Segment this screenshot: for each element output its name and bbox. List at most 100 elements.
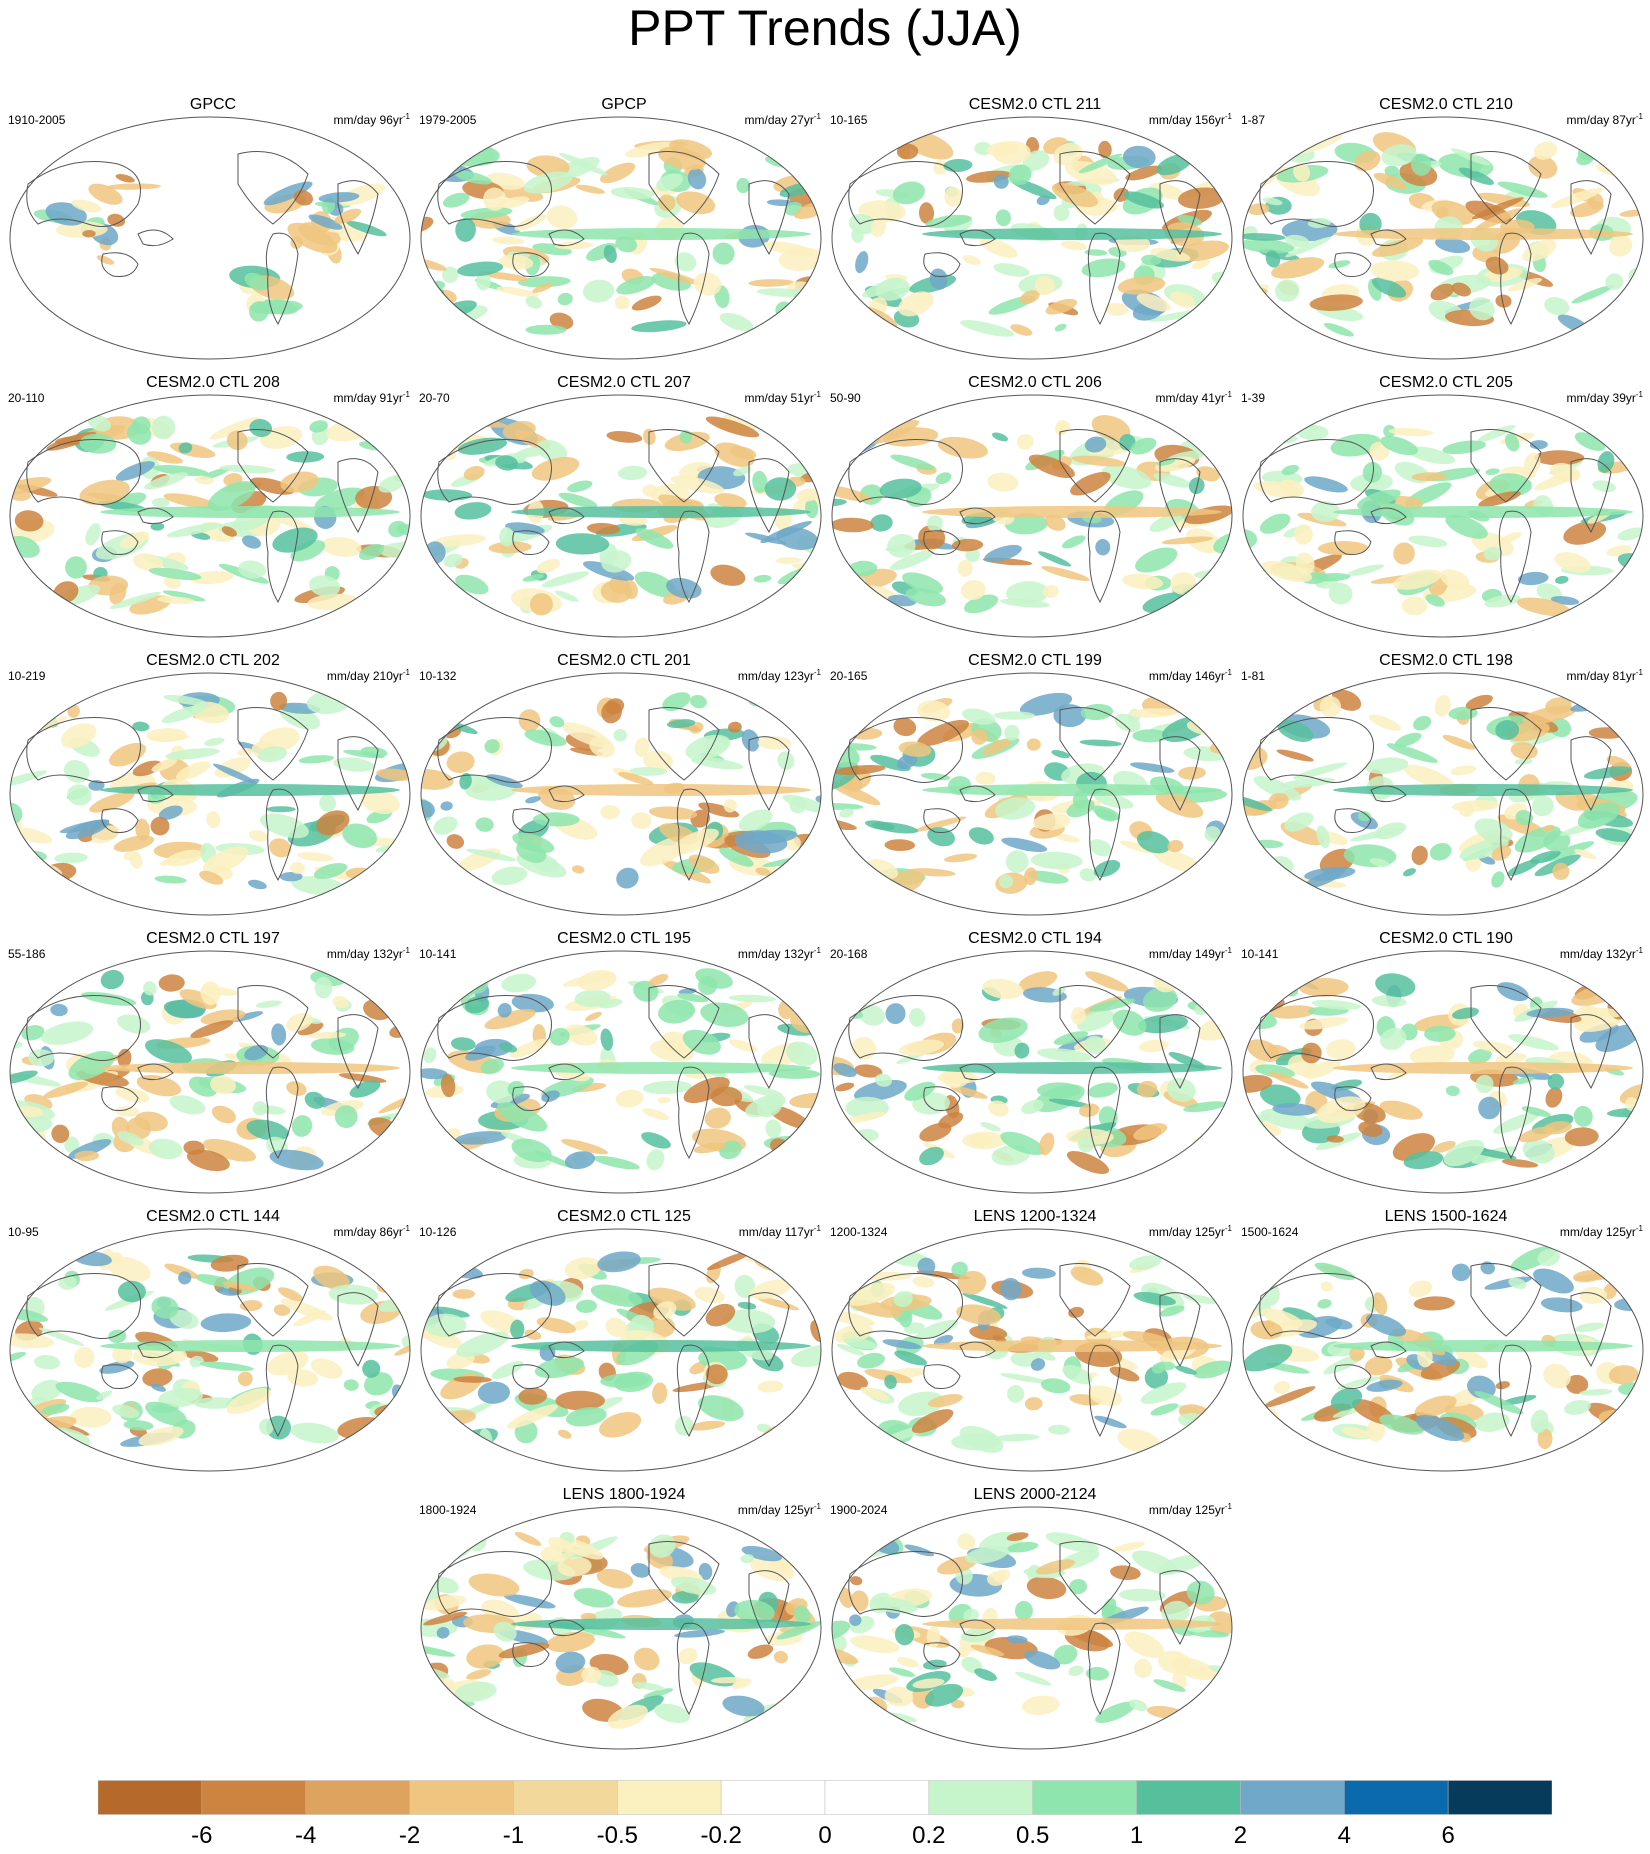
colorbar-swatch: [1032, 1780, 1137, 1815]
coastline: [648, 429, 720, 503]
trend-patch: [532, 282, 554, 293]
trend-patch: [1564, 1127, 1599, 1147]
world-map: [831, 1506, 1233, 1750]
trend-patch: [480, 1058, 505, 1075]
trend-patch: [507, 1080, 525, 1097]
trend-patch: [1006, 1532, 1029, 1541]
panel-units-text: mm/day 125yr: [737, 1503, 814, 1517]
coastline: [848, 439, 963, 505]
trend-patch: [549, 1027, 570, 1046]
trend-patch: [148, 567, 202, 581]
panel-units-exponent: -1: [1224, 1502, 1232, 1511]
colorbar-tick-label: -2: [398, 1822, 421, 1849]
trend-patch: [849, 1614, 862, 1626]
trend-patch: [1117, 276, 1166, 295]
colorbar-swatch: [824, 1780, 930, 1815]
trend-patch: [1491, 871, 1505, 888]
trend-patch: [869, 420, 920, 444]
coastline: [437, 439, 552, 505]
trend-patch: [832, 484, 873, 502]
trend-patch: [1428, 259, 1454, 276]
trend-patch: [498, 1042, 518, 1053]
panel-title: CESM2.0 CTL 199: [968, 652, 1102, 669]
trend-patch: [321, 536, 362, 557]
trend-patch: [791, 163, 821, 176]
trend-patch: [832, 1620, 851, 1642]
trend-patch: [10, 595, 37, 614]
panel-units-text: mm/day 156yr: [1148, 113, 1225, 127]
coastline: [1259, 161, 1374, 227]
trend-patch: [832, 803, 864, 810]
trend-patch: [422, 1595, 466, 1611]
trend-patch: [832, 969, 873, 997]
trend-patch: [882, 1339, 922, 1350]
coastline: [1159, 1292, 1201, 1368]
trend-patch: [1565, 1374, 1589, 1394]
coastline: [959, 1619, 996, 1637]
trend-patch: [576, 1299, 597, 1313]
trend-patch: [1087, 1082, 1119, 1098]
panel-period: 20-110: [8, 391, 45, 405]
trend-patch: [993, 263, 1030, 277]
trend-patch: [238, 560, 266, 579]
panel-units-text: mm/day 132yr: [737, 947, 814, 961]
trend-patch: [1084, 436, 1107, 453]
colorbar-swatch: [1136, 1780, 1241, 1815]
trend-patch: [1403, 764, 1455, 790]
trend-patch: [1309, 294, 1363, 311]
world-map: [420, 950, 822, 1194]
trend-patch: [691, 757, 744, 770]
coastline: [848, 717, 963, 783]
trend-patch: [978, 1017, 1028, 1043]
trend-patch: [1550, 463, 1581, 482]
coastline: [1087, 1066, 1121, 1160]
trend-patch: [1071, 455, 1127, 467]
trend-patch: [298, 755, 334, 764]
trend-patch: [554, 590, 579, 602]
trend-patch: [599, 162, 636, 184]
trend-patch: [1357, 489, 1401, 510]
trend-patch: [290, 1422, 339, 1444]
trend-patch: [1579, 1286, 1608, 1305]
trend-patch: [832, 781, 881, 806]
itcz-band: [922, 1062, 1222, 1074]
panel-period: 10-141: [1241, 947, 1279, 961]
trend-patch: [244, 272, 269, 291]
trend-patch: [1243, 1344, 1293, 1372]
panel-units: mm/day 132yr-1: [1560, 944, 1643, 961]
trend-patch: [912, 1678, 945, 1689]
trend-patch: [1442, 440, 1487, 455]
trend-patch: [1458, 167, 1494, 185]
trend-patch: [871, 1597, 918, 1614]
panel-units-text: mm/day 125yr: [1559, 1225, 1636, 1239]
trend-patch: [319, 794, 336, 812]
world-map: [9, 950, 411, 1194]
trend-patch: [511, 1138, 552, 1163]
trend-patch: [1034, 1350, 1056, 1361]
trend-patch: [1381, 144, 1417, 167]
trend-patch: [915, 1319, 959, 1340]
trend-patch: [653, 1301, 677, 1320]
trend-patch: [349, 1080, 381, 1098]
trend-patch: [165, 748, 220, 760]
trend-patch: [657, 1096, 671, 1104]
trend-patch: [1411, 472, 1448, 481]
trend-patch: [705, 416, 760, 438]
trend-patch: [950, 1086, 988, 1099]
coastline: [437, 161, 552, 227]
trend-patch: [740, 1554, 754, 1564]
panel-title: CESM2.0 CTL 194: [968, 930, 1102, 947]
coastline: [923, 252, 961, 277]
trend-patch: [423, 1611, 468, 1626]
trend-patch: [269, 838, 292, 858]
trend-patch: [870, 514, 893, 532]
trend-patch: [483, 187, 507, 211]
trend-patch: [334, 208, 362, 224]
panel-period: 20-70: [419, 391, 450, 405]
coastline: [1334, 1086, 1372, 1111]
trend-patch: [1024, 1650, 1061, 1670]
trend-patch: [1140, 1382, 1187, 1404]
trend-patch: [1015, 1671, 1052, 1686]
world-map: [1242, 1228, 1644, 1472]
trend-patch: [1064, 160, 1117, 186]
